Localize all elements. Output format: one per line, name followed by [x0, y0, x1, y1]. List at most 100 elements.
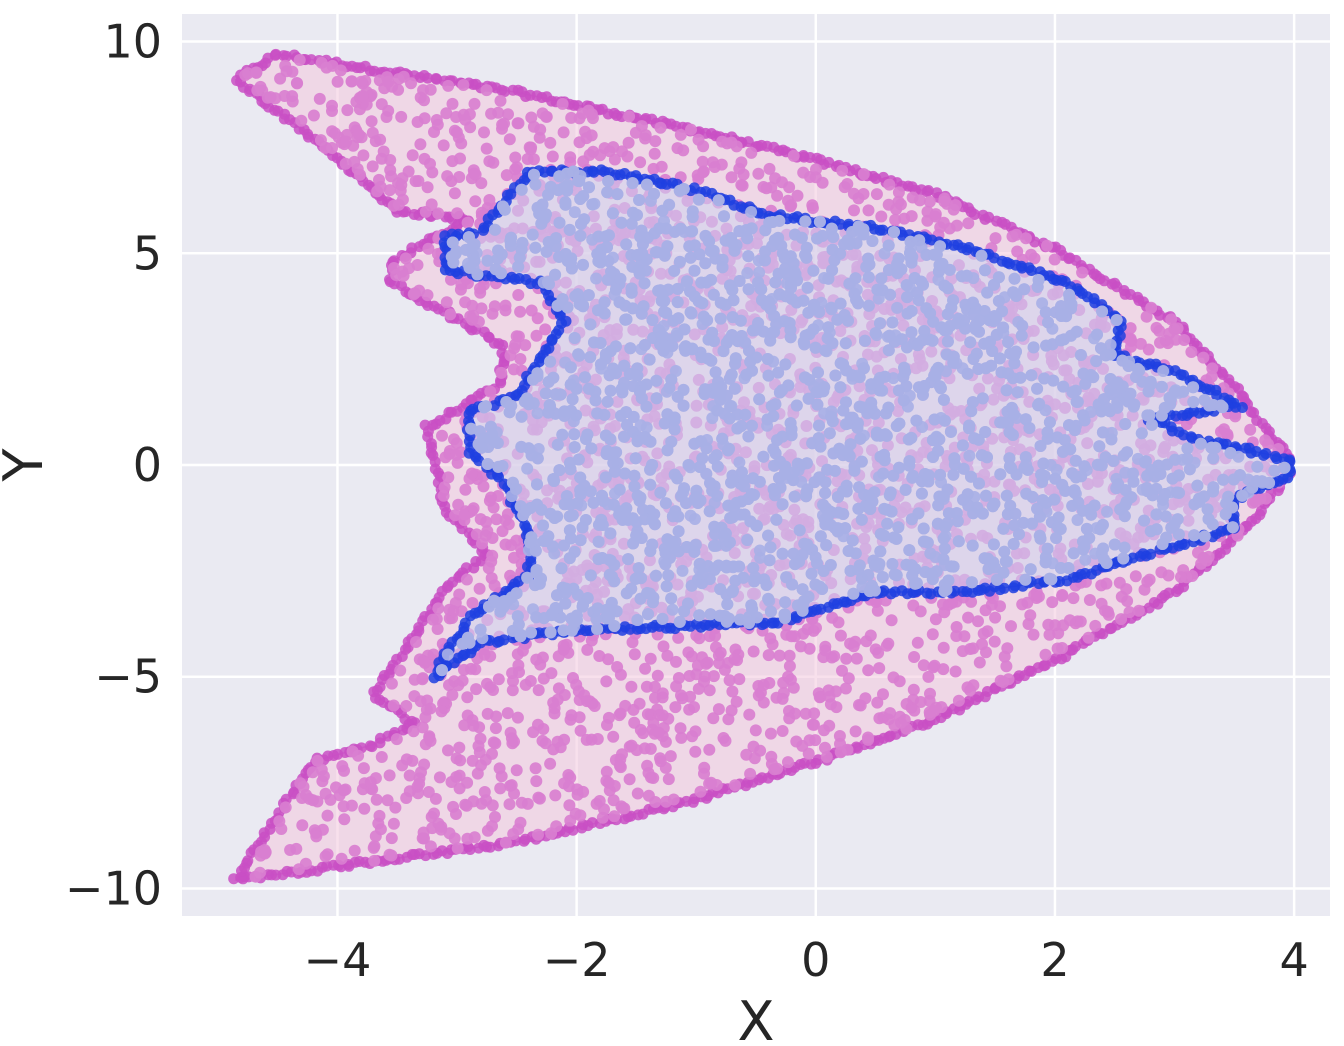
data-point — [937, 663, 950, 676]
data-point — [880, 639, 893, 652]
data-point — [693, 632, 706, 645]
data-point — [689, 745, 702, 758]
data-point — [838, 181, 851, 194]
data-point — [722, 713, 735, 726]
data-point — [418, 656, 431, 669]
data-point — [654, 121, 667, 134]
data-point — [922, 185, 934, 196]
data-point — [836, 664, 848, 677]
data-point — [1140, 310, 1153, 323]
data-point — [602, 653, 615, 666]
data-point — [353, 128, 365, 141]
data-point — [382, 104, 395, 117]
data-point — [514, 353, 527, 365]
data-point — [556, 97, 569, 110]
data-point — [473, 582, 486, 595]
data-point — [661, 649, 674, 662]
data-point — [428, 807, 440, 820]
data-point — [486, 747, 498, 760]
data-point — [338, 764, 350, 777]
data-point — [431, 118, 444, 131]
data-point — [773, 649, 786, 662]
data-point — [291, 77, 304, 90]
data-point — [611, 661, 624, 673]
data-point — [651, 669, 664, 682]
data-point — [341, 104, 354, 117]
data-point — [712, 703, 725, 716]
data-point — [908, 651, 921, 663]
data-point — [770, 691, 783, 704]
data-point — [1260, 448, 1272, 459]
data-point — [334, 64, 347, 77]
data-point — [457, 79, 470, 91]
data-point — [1244, 423, 1257, 436]
data-point — [626, 636, 639, 649]
data-point — [1000, 660, 1013, 673]
data-point — [358, 802, 371, 815]
data-point — [777, 676, 790, 689]
data-point — [483, 494, 496, 507]
data-point — [432, 602, 445, 615]
data-point — [877, 224, 889, 236]
data-point — [1027, 628, 1040, 641]
data-point — [564, 814, 577, 827]
data-point — [421, 181, 434, 194]
data-point — [539, 323, 552, 336]
data-point — [460, 799, 473, 812]
data-point — [442, 79, 455, 92]
data-point — [418, 152, 431, 165]
data-point — [356, 90, 369, 102]
series-1 — [428, 164, 1296, 684]
data-point — [765, 750, 778, 763]
data-point — [458, 719, 471, 732]
data-point — [279, 801, 292, 814]
data-point — [549, 789, 562, 802]
data-point — [826, 611, 839, 624]
data-point — [471, 767, 484, 780]
data-point — [331, 75, 344, 88]
data-point — [450, 448, 463, 461]
data-point — [452, 228, 464, 240]
data-point — [729, 779, 741, 792]
data-point — [475, 177, 488, 190]
data-point — [840, 652, 853, 665]
data-point — [574, 809, 587, 822]
data-point — [545, 667, 558, 680]
data-point — [425, 198, 438, 211]
data-point — [509, 151, 522, 164]
data-point — [1011, 245, 1024, 258]
data-point — [602, 776, 615, 789]
data-point — [870, 596, 883, 608]
data-point — [698, 767, 710, 780]
data-point — [450, 808, 462, 820]
data-point — [588, 700, 601, 712]
data-point — [399, 252, 412, 265]
data-point — [962, 217, 975, 230]
data-point — [888, 719, 901, 732]
data-point — [768, 763, 781, 776]
data-point — [1221, 438, 1232, 450]
data-point — [495, 366, 508, 379]
data-point — [745, 146, 758, 159]
data-point — [512, 289, 525, 301]
data-point — [403, 785, 416, 798]
data-point — [492, 106, 505, 119]
data-point — [475, 797, 488, 810]
data-point — [381, 794, 394, 807]
data-point — [893, 675, 906, 688]
data-point — [871, 696, 884, 709]
data-point — [860, 635, 873, 648]
data-point — [625, 680, 638, 693]
data-point — [407, 725, 420, 738]
data-point — [1205, 370, 1218, 383]
data-point — [426, 822, 439, 835]
data-point — [824, 698, 837, 711]
data-point — [635, 120, 648, 133]
data-point — [442, 471, 455, 484]
data-point — [490, 513, 503, 526]
data-point — [501, 707, 514, 720]
data-point — [445, 175, 458, 188]
data-point — [600, 765, 613, 778]
data-point — [422, 786, 435, 798]
data-point — [639, 132, 652, 145]
